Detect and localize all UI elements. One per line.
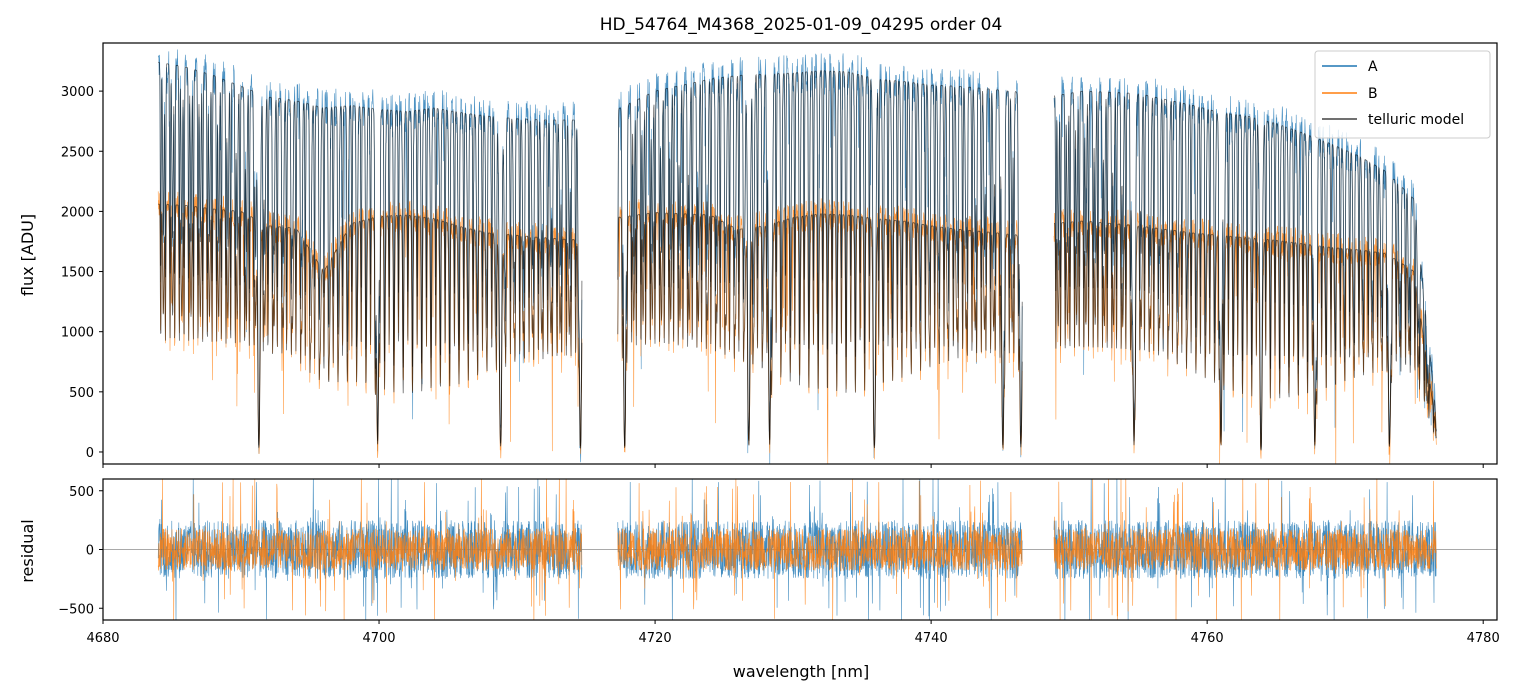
flux-panel: 0 500 1000 1500 2000 2500 3000 flux [ADU] A B … (18, 42, 1498, 468)
flux-y-tick-label: 0 (86, 446, 94, 461)
flux-plot-area (157, 49, 1437, 464)
flux-y-tick-label: 2000 (61, 205, 94, 220)
legend-box (1314, 50, 1491, 139)
telluric-model-a-segment-2 (617, 70, 1023, 446)
flux-y-tick-label: 2500 (61, 145, 94, 160)
flux-y-tick-label: 500 (69, 386, 94, 401)
flux-y-tick-label: 1500 (61, 266, 94, 281)
flux-y-tick-label: 1000 (61, 326, 94, 341)
residual-x-tick-label: 4760 (1191, 631, 1224, 646)
x-axis-label: wavelength [nm] (733, 662, 870, 681)
residual-line-b-segment-2 (617, 479, 1023, 620)
legend-label-telluric: telluric model (1368, 112, 1464, 128)
residual-line-b-segment-3 (1053, 479, 1437, 620)
legend: A B telluric model (1314, 50, 1491, 139)
figure-title: HD_54764_M4368_2025-01-09_04295 order 04 (600, 15, 1003, 35)
flux-ylabel: flux [ADU] (18, 214, 37, 296)
legend-label-b: B (1368, 86, 1378, 102)
residual-x-tick-label: 4780 (1467, 631, 1500, 646)
flux-y-tick-label: 3000 (61, 85, 94, 100)
residual-y-ticks: −500 0 500 (58, 485, 103, 617)
telluric-model-b-segment-3 (1054, 220, 1437, 451)
telluric-model-a-segment-3 (1054, 90, 1437, 450)
residual-x-tick-label: 4720 (639, 631, 672, 646)
residual-y-tick-label: −500 (58, 602, 94, 617)
residual-x-tick-label: 4740 (915, 631, 948, 646)
residual-line-a-segment-2 (617, 479, 1023, 620)
residual-x-ticks: 4680 4700 4720 4740 4760 4780 (86, 620, 1500, 646)
legend-label-a: A (1368, 59, 1378, 75)
residual-y-tick-label: 0 (86, 544, 94, 559)
residual-x-tick-label: 4680 (86, 631, 119, 646)
flux-x-ticks (102, 464, 1484, 468)
residual-line-b-segment-1 (157, 479, 583, 620)
residual-x-tick-label: 4700 (362, 631, 395, 646)
residual-y-tick-label: 500 (69, 485, 94, 500)
flux-y-ticks: 0 500 1000 1500 2000 2500 3000 (61, 85, 103, 461)
residual-ylabel: residual (18, 519, 37, 582)
residual-panel: 4680 4700 4720 4740 4760 4780 −500 0 500 residu… (18, 478, 1500, 646)
residual-plot-area (103, 479, 1497, 620)
telluric-model-b-segment-1 (158, 203, 583, 449)
flux-axes-frame (102, 42, 1498, 465)
telluric-model-b-segment-2 (617, 212, 1023, 450)
telluric-model-a-segment-1 (158, 61, 583, 447)
